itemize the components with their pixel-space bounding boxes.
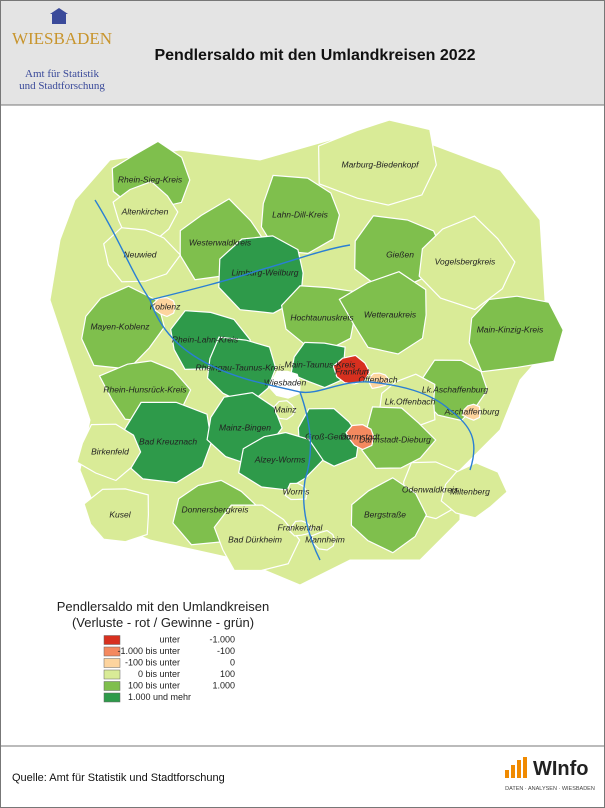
region-label: Miltenberg bbox=[450, 486, 490, 496]
winfo-tagline: DATEN · ANALYSEN · WIESBADEN bbox=[505, 786, 595, 792]
region bbox=[338, 271, 427, 355]
region-label: Odenwaldkreis bbox=[402, 484, 459, 494]
region-label: Vogelsbergkreis bbox=[435, 256, 496, 266]
region-label: Rhein-Sieg-Kreis bbox=[118, 174, 183, 184]
region bbox=[290, 341, 346, 389]
region-label: Worms bbox=[283, 486, 311, 496]
region bbox=[345, 423, 375, 451]
region-label: Wiesbaden bbox=[264, 377, 307, 387]
region-label: Rheingau-Taunus-Kreis bbox=[196, 362, 286, 372]
winfo-name: WInfo bbox=[533, 758, 589, 780]
source: Quelle: Amt für Statistik und Stadtforsc… bbox=[12, 772, 225, 784]
region-label: Gießen bbox=[386, 249, 414, 259]
region-label: Donnersbergkreis bbox=[181, 504, 249, 514]
legend-title: (Verluste - rot / Gewinne - grün) bbox=[72, 615, 254, 630]
region bbox=[418, 215, 516, 311]
region bbox=[461, 403, 481, 421]
region-label: Darmstadt bbox=[340, 431, 380, 441]
region bbox=[152, 297, 176, 318]
region bbox=[317, 119, 437, 206]
legend-label: 0 bis unter bbox=[138, 669, 180, 679]
legend-limit: -100 bbox=[217, 646, 235, 656]
region bbox=[83, 488, 150, 543]
legend-limit: 1.000 bbox=[212, 680, 235, 690]
region-label: Groß-Gerau bbox=[305, 431, 351, 441]
legend-swatch bbox=[103, 658, 121, 668]
legend-swatch bbox=[103, 669, 121, 680]
region-label: Lahn-Dill-Kreis bbox=[272, 209, 328, 219]
region-label: Koblenz bbox=[150, 301, 181, 311]
region bbox=[350, 477, 428, 554]
rivers bbox=[94, 199, 475, 561]
region-label: Main-Taunus-Kreis bbox=[284, 359, 356, 369]
region-label: Hochtaunuskreis bbox=[290, 312, 354, 322]
region-label: Frankfurt bbox=[335, 366, 370, 376]
legend: Pendlersaldo mit den Umlandkreisen (Verl… bbox=[57, 599, 269, 703]
region-label: Darmstadt-Dieburg bbox=[359, 434, 431, 444]
region-label: Wetteraukreis bbox=[364, 309, 417, 319]
region bbox=[468, 295, 564, 373]
region bbox=[269, 370, 301, 399]
region bbox=[368, 372, 391, 390]
legend-swatch bbox=[103, 635, 121, 645]
legend-label: -1.000 bis unter bbox=[117, 646, 180, 656]
legend-limit: -1.000 bbox=[209, 634, 235, 644]
legend-label: unter bbox=[159, 634, 180, 644]
region bbox=[273, 400, 296, 420]
region bbox=[260, 174, 341, 255]
region-label: Bergstraße bbox=[364, 509, 406, 519]
region bbox=[213, 504, 301, 572]
logo-name: WIESBADEN bbox=[12, 29, 112, 48]
legend-label: -100 bis unter bbox=[125, 657, 180, 667]
region bbox=[76, 423, 142, 482]
region-label: Mayen-Koblenz bbox=[90, 321, 150, 331]
region-label: Lk.Aschaffenburg bbox=[422, 384, 488, 394]
legend-limit: 100 bbox=[220, 669, 235, 679]
region bbox=[440, 462, 508, 519]
logo-line: und Stadtforschung bbox=[19, 80, 105, 92]
region-label: Kusel bbox=[109, 509, 131, 519]
region bbox=[310, 529, 336, 551]
region-label: Bad Kreuznach bbox=[139, 436, 197, 446]
header bbox=[1, 1, 604, 105]
region-label: Main-Kinzig-Kreis bbox=[477, 324, 544, 334]
crest bbox=[50, 8, 68, 24]
region-label: Mainz-Bingen bbox=[219, 422, 271, 432]
legend-title: Pendlersaldo mit den Umlandkreisen bbox=[57, 599, 269, 614]
region-label: Alzey-Worms bbox=[254, 454, 306, 464]
region-label: Altenkirchen bbox=[121, 206, 169, 216]
region-label: Rhein-Hunsrück-Kreis bbox=[103, 384, 187, 394]
title: Pendlersaldo mit den Umlandkreisen 2022 bbox=[154, 47, 475, 64]
region-label: Marburg-Biedenkopf bbox=[341, 159, 420, 169]
legend-label: 1.000 und mehr bbox=[128, 692, 191, 702]
legend-limit: 0 bbox=[230, 657, 235, 667]
map: Rhein-Sieg-Kreis Altenkirchen Marburg-Bied… bbox=[49, 119, 564, 586]
region-label: Frankenthal bbox=[278, 522, 324, 532]
legend-swatch bbox=[103, 692, 121, 703]
region-label: Lk.Offenbach bbox=[385, 396, 436, 406]
legend-swatch bbox=[103, 646, 121, 657]
region-label: Limburg-Weilburg bbox=[232, 267, 299, 277]
region-label: Bad Dürkheim bbox=[228, 534, 282, 544]
logo-line: Amt für Statistik bbox=[25, 68, 99, 80]
region-label: Mannheim bbox=[305, 534, 345, 544]
region bbox=[284, 482, 308, 501]
region bbox=[103, 227, 182, 283]
region-label: Mainz bbox=[274, 404, 297, 414]
region-label: Offenbach bbox=[358, 374, 397, 384]
region-label: Neuwied bbox=[123, 249, 156, 259]
region-label: Aschaffenburg bbox=[444, 406, 500, 416]
legend-swatch bbox=[103, 681, 121, 691]
region-label: Rhein-Lahn-Kreis bbox=[172, 334, 239, 344]
region-label: Birkenfeld bbox=[91, 446, 129, 456]
region bbox=[280, 285, 359, 351]
legend-label: 100 bis unter bbox=[128, 680, 180, 690]
winfo-icon bbox=[505, 757, 527, 778]
region bbox=[81, 285, 166, 370]
region-label: Westerwaldkreis bbox=[189, 237, 252, 247]
